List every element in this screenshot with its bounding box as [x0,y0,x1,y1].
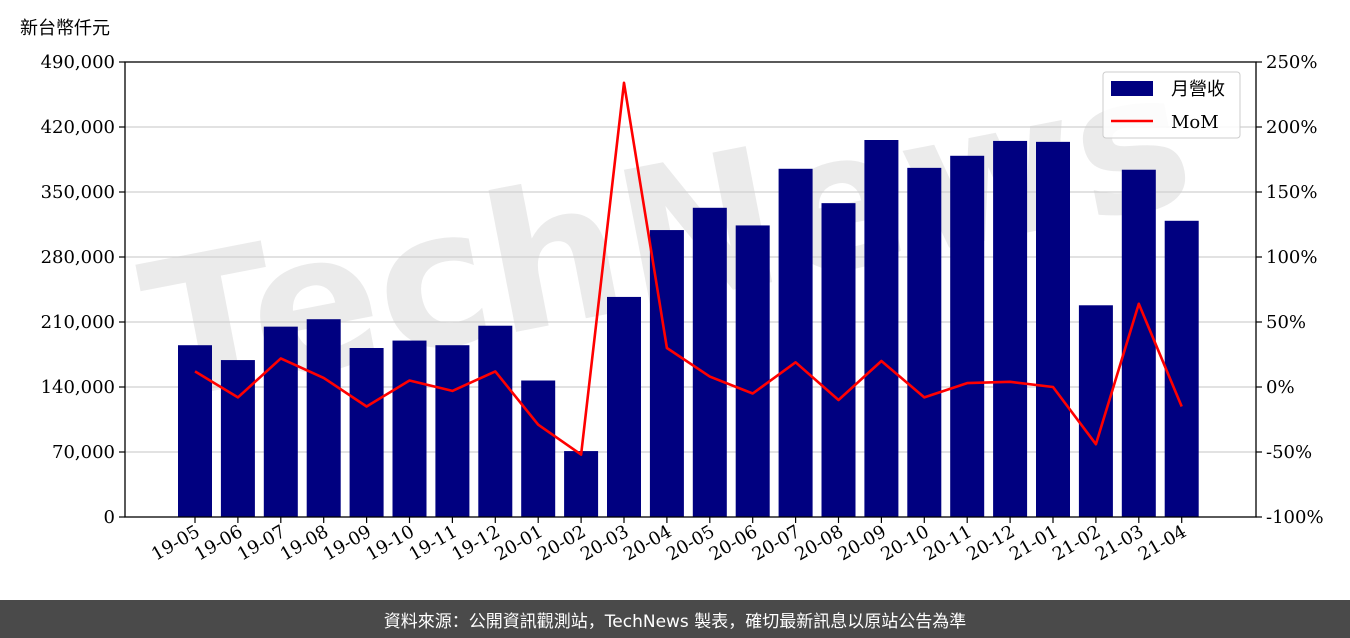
x-tick-label: 20-02 [534,521,589,565]
footer-text: 資料來源：公開資訊觀測站，TechNews 製表，確切最新訊息以原站公告為準 [383,611,967,632]
bar [564,451,599,517]
y-right-tick-label: 100% [1266,247,1317,268]
x-tick-label: 20-11 [920,521,975,565]
x-tick-label: 19-11 [405,521,460,565]
x-tick-label: 19-06 [191,521,246,565]
y-tick-label: 0 [104,507,115,528]
x-tick-label: 20-12 [963,521,1018,565]
bar [993,140,1028,517]
bar [521,380,556,517]
bar [607,296,641,517]
y-tick-label: 420,000 [41,117,115,138]
y-tick-label: 70,000 [52,442,115,463]
x-tick-label: 21-04 [1135,521,1190,565]
y-tick-label: 350,000 [41,182,115,203]
x-tick-label: 20-10 [877,521,932,565]
mom-line [194,81,1183,456]
x-tick-label: 20-04 [620,521,675,565]
x-tick-label: 20-08 [792,521,847,565]
bar [349,348,384,517]
bar [392,340,427,517]
x-tick-label: 20-05 [663,521,718,565]
mom-line-series [194,81,1183,456]
bar [1164,220,1199,518]
legend-label-mom: MoM [1171,112,1219,133]
bar [735,225,770,517]
x-tick-label: 19-07 [234,521,289,565]
y-right-tick-label: 50% [1266,312,1306,333]
y-tick-label: 280,000 [41,247,115,268]
y-axis-label: 新台幣仟元 [20,18,110,39]
bar [263,326,298,517]
bar [178,345,212,517]
x-tick-label: 21-03 [1092,521,1147,565]
x-tick-label: 19-05 [148,521,203,565]
x-tick-label: 19-08 [277,521,332,565]
bar [821,203,856,517]
y-right-tick-label: 0% [1266,377,1295,398]
x-tick-label: 20-06 [706,521,761,565]
legend: 月營收 MoM [1102,71,1241,139]
x-tick-label: 19-09 [320,521,375,565]
y-tick-label: 490,000 [41,52,115,73]
legend-swatch-bar [1111,81,1153,96]
bar [306,319,341,517]
x-tick-label: 20-09 [834,521,889,565]
plot-frame [124,61,1257,518]
bar [778,168,813,518]
x-tick-label: 20-01 [491,521,546,565]
y-right-tick-label: -50% [1266,442,1312,463]
y-right-tick-label: 250% [1266,52,1317,73]
x-tick-label: 20-03 [577,521,632,565]
bar [435,345,470,517]
bar [864,140,899,517]
x-tick-label: 19-12 [448,521,503,565]
y-right-tick-label: 150% [1266,182,1317,203]
bar [950,155,985,518]
bar [907,167,942,517]
bar [1036,141,1070,517]
x-tick-label: 20-07 [749,521,804,565]
legend-label-revenue: 月營收 [1171,79,1225,100]
y-tick-label: 140,000 [41,377,115,398]
x-tick-label: 21-01 [1006,521,1061,565]
x-tick-label: 19-10 [363,521,418,565]
source-footer: 資料來源：公開資訊觀測站，TechNews 製表，確切最新訊息以原站公告為準 [0,600,1350,638]
bar [478,325,513,517]
y-tick-label: 210,000 [41,312,115,333]
y-right-tick-label: 200% [1266,117,1317,138]
bar [220,360,255,517]
revenue-chart: TechNews 新台幣仟元 070,000140,000210,000280,… [20,18,1324,565]
bar [692,207,727,518]
x-tick-label: 21-02 [1049,521,1104,565]
y-right-tick-label: -100% [1266,507,1324,528]
bar [1078,305,1113,517]
